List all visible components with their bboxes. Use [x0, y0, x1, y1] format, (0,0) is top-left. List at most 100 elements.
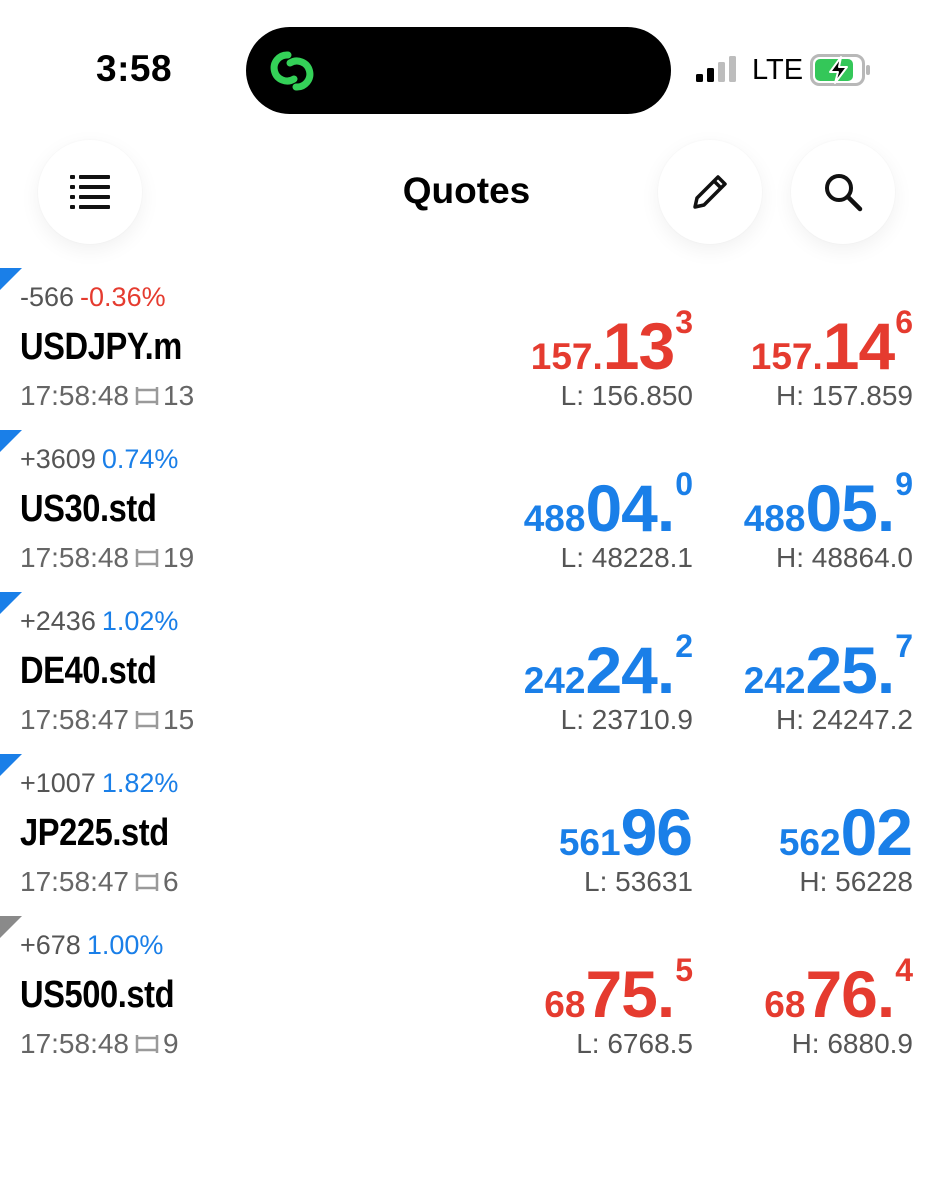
spread-icon — [135, 873, 159, 891]
status-bar: 3:58 LTE — [0, 0, 933, 130]
ask-price-main: 25. — [805, 633, 895, 707]
symbol-name[interactable]: US500.std — [20, 974, 175, 1016]
bid-price-main: 04. — [585, 471, 675, 545]
spread-icon — [135, 549, 159, 567]
change-percent: 1.00% — [86, 930, 164, 960]
network-type: LTE — [752, 54, 804, 86]
daily-change: +2436 1.02% — [20, 606, 178, 637]
ask-price[interactable]: 488 05. 9 — [743, 466, 913, 545]
change-points: +1007 — [20, 768, 96, 798]
quote-time: 17:58:48 — [20, 1028, 129, 1059]
spread-value: 9 — [163, 1028, 179, 1059]
page-title: Quotes — [402, 170, 531, 211]
ask-price-prefix: 157. — [750, 336, 823, 377]
bid-price[interactable]: 242 24. 2 — [523, 628, 693, 707]
symbol-name[interactable]: US30.std — [20, 488, 157, 530]
day-high: H: 6880.9 — [791, 1028, 913, 1059]
bid-price[interactable]: 488 04. 0 — [523, 466, 693, 545]
day-high: H: 56228 — [799, 866, 913, 897]
day-low: L: 23710.9 — [560, 704, 693, 735]
spread-value: 19 — [163, 542, 195, 573]
ask-price-main: 05. — [805, 471, 895, 545]
ask-price[interactable]: 242 25. 7 — [743, 628, 913, 707]
ask-price-main: 02 — [840, 795, 913, 869]
day-high: H: 157.859 — [776, 380, 913, 411]
bid-price-pip: 2 — [675, 628, 693, 664]
direction-corner-icon — [0, 430, 22, 452]
change-percent: 1.82% — [101, 768, 179, 798]
change-points: -566 — [20, 282, 75, 312]
ask-price-pip: 4 — [895, 952, 913, 988]
day-low: L: 6768.5 — [576, 1028, 693, 1059]
change-percent: 0.74% — [101, 444, 179, 474]
bid-price-pip: 0 — [675, 466, 693, 502]
direction-corner-icon — [0, 754, 22, 776]
quote-row[interactable]: +2436 1.02% DE40.std 17:58:47 15 242 24. 2 … — [0, 592, 933, 754]
direction-corner-icon — [0, 916, 22, 938]
bid-price-pip: 3 — [675, 304, 693, 340]
quote-time: 17:58:47 — [20, 704, 129, 735]
day-low: L: 48228.1 — [560, 542, 693, 573]
bid-price-main: 13 — [602, 309, 675, 383]
quote-row[interactable]: +3609 0.74% US30.std 17:58:48 19 488 04. 0 … — [0, 430, 933, 592]
ask-price-main: 76. — [805, 957, 895, 1031]
ask-price[interactable]: 157. 14 6 — [750, 304, 913, 383]
ask-price-main: 14 — [822, 309, 895, 383]
symbol-name[interactable]: USDJPY.m — [20, 326, 182, 368]
direction-corner-icon — [0, 268, 22, 290]
ask-price-prefix: 242 — [743, 660, 806, 701]
search-button[interactable] — [791, 140, 895, 244]
spread-value: 15 — [163, 704, 195, 735]
symbol-name[interactable]: JP225.std — [20, 812, 169, 854]
symbol-name[interactable]: DE40.std — [20, 650, 157, 692]
ask-price-pip: 6 — [895, 304, 913, 340]
day-low: L: 156.850 — [560, 380, 693, 411]
bid-price[interactable]: 157. 13 3 — [530, 304, 693, 383]
bid-price-pip: 5 — [675, 952, 693, 988]
menu-button[interactable] — [38, 140, 142, 244]
change-points: +678 — [20, 930, 81, 960]
quote-meta: 17:58:48 13 — [20, 380, 194, 412]
change-points: +2436 — [20, 606, 96, 636]
daily-change: -566 -0.36% — [20, 282, 166, 313]
day-low: L: 53631 — [584, 866, 693, 897]
quote-meta: 17:58:47 15 — [20, 704, 194, 736]
ask-price-prefix: 488 — [743, 498, 806, 539]
daily-change: +3609 0.74% — [20, 444, 178, 475]
search-icon — [825, 174, 863, 212]
bid-price-prefix: 561 — [558, 822, 621, 863]
direction-corner-icon — [0, 592, 22, 614]
bid-price-main: 96 — [620, 795, 693, 869]
spread-icon — [135, 1035, 159, 1053]
quote-row[interactable]: +1007 1.82% JP225.std 17:58:47 6 561 96 56… — [0, 754, 933, 916]
quote-row[interactable]: +678 1.00% US500.std 17:58:48 9 68 75. 5 68… — [0, 916, 933, 1078]
spread-icon — [135, 387, 159, 405]
spread-value: 13 — [163, 380, 195, 411]
day-high: H: 24247.2 — [776, 704, 913, 735]
quote-row[interactable]: -566 -0.36% USDJPY.m 17:58:48 13 157. 13 3 … — [0, 268, 933, 430]
edit-button[interactable] — [658, 140, 762, 244]
bid-price-prefix: 157. — [530, 336, 603, 377]
dynamic-island[interactable] — [246, 27, 671, 114]
quote-time: 17:58:47 — [20, 866, 129, 897]
battery-charging-icon — [810, 54, 870, 86]
daily-change: +678 1.00% — [20, 930, 163, 961]
bid-price[interactable]: 561 96 — [558, 794, 693, 869]
link-rings-icon — [270, 51, 314, 91]
bid-price-prefix: 242 — [523, 660, 586, 701]
bid-price[interactable]: 68 75. 5 — [544, 952, 693, 1031]
quote-time: 17:58:48 — [20, 380, 129, 411]
quote-time: 17:58:48 — [20, 542, 129, 573]
bid-price-prefix: 488 — [523, 498, 586, 539]
ask-price-prefix: 562 — [778, 822, 841, 863]
bid-price-prefix: 68 — [544, 984, 586, 1025]
pencil-icon — [693, 175, 727, 209]
bid-price-main: 24. — [585, 633, 675, 707]
ask-price-prefix: 68 — [764, 984, 806, 1025]
ask-price[interactable]: 68 76. 4 — [764, 952, 913, 1031]
ask-price-pip: 7 — [895, 628, 913, 664]
ask-price[interactable]: 562 02 — [778, 794, 913, 869]
spread-value: 6 — [163, 866, 179, 897]
list-icon — [70, 175, 110, 209]
ask-price-pip: 9 — [895, 466, 913, 502]
